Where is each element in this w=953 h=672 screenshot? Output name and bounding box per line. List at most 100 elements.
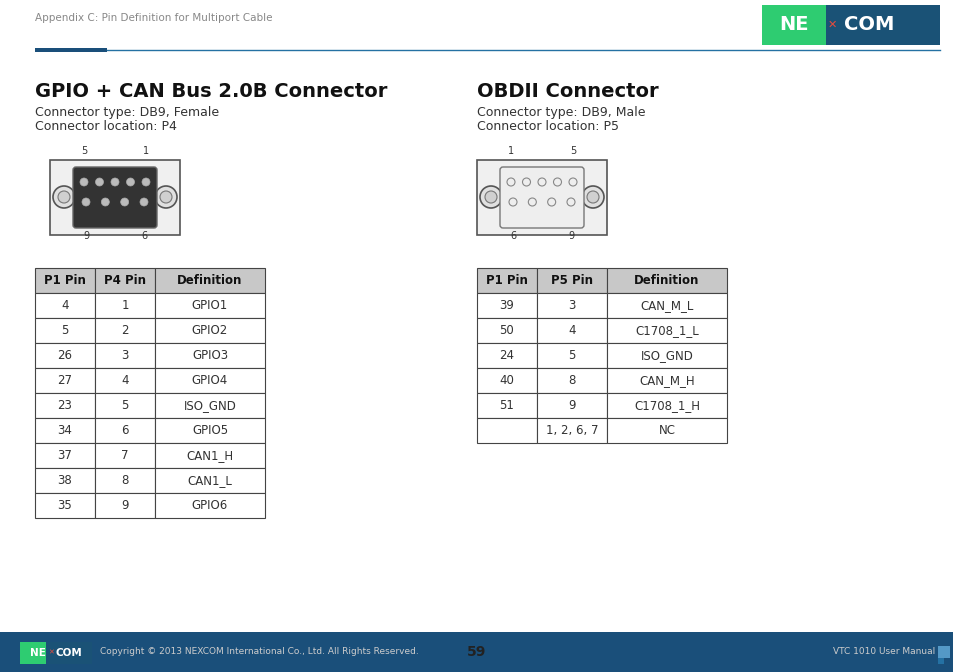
Bar [46,642,91,664]
Bar [35,493,95,518]
Circle shape [111,178,119,186]
Circle shape [95,178,103,186]
Text: 1: 1 [507,146,514,156]
Text: Connector type: DB9, Male: Connector type: DB9, Male [476,106,645,119]
Bar [537,343,606,368]
Bar [476,343,537,368]
Text: 5: 5 [568,349,575,362]
Text: 3: 3 [568,299,575,312]
Bar [95,443,154,468]
Bar [937,658,943,664]
Bar [606,393,726,418]
Bar [476,418,537,443]
Text: P4 Pin: P4 Pin [104,274,146,287]
Bar [825,5,939,45]
Circle shape [506,178,515,186]
Bar [154,418,265,443]
Text: Definition: Definition [634,274,699,287]
Text: 1: 1 [121,299,129,312]
Text: 34: 34 [57,424,72,437]
Circle shape [522,178,530,186]
Bar [95,418,154,443]
Text: 9: 9 [83,231,89,241]
Bar [154,443,265,468]
Text: 5: 5 [81,146,87,156]
Bar [35,368,95,393]
Circle shape [140,198,148,206]
Bar [95,393,154,418]
Text: Definition: Definition [177,274,242,287]
Text: VTC 1010 User Manual: VTC 1010 User Manual [832,648,934,657]
Bar [95,343,154,368]
Text: Connector location: P4: Connector location: P4 [35,120,176,133]
Text: 4: 4 [568,324,576,337]
Bar [154,468,265,493]
Bar [95,293,154,318]
Bar [476,368,537,393]
Text: C1708_1_L: C1708_1_L [635,324,699,337]
Text: 2: 2 [121,324,129,337]
Text: 4: 4 [121,374,129,387]
Circle shape [80,178,88,186]
Bar [50,160,180,235]
Circle shape [581,186,603,208]
Text: GPIO3: GPIO3 [192,349,228,362]
Text: 8: 8 [568,374,575,387]
Text: 26: 26 [57,349,72,362]
Text: P1 Pin: P1 Pin [44,274,86,287]
Bar [20,642,46,664]
Text: 37: 37 [57,449,72,462]
Bar [35,293,95,318]
Bar [0,632,953,672]
Bar [95,368,154,393]
Text: 1: 1 [143,146,149,156]
Circle shape [160,191,172,203]
Bar [761,5,825,45]
Circle shape [586,191,598,203]
Bar [476,268,537,293]
Circle shape [566,198,575,206]
Text: 6: 6 [141,231,147,241]
Text: GPIO4: GPIO4 [192,374,228,387]
Text: 27: 27 [57,374,72,387]
Text: 39: 39 [499,299,514,312]
Circle shape [479,186,501,208]
Text: C1708_1_H: C1708_1_H [634,399,700,412]
Circle shape [142,178,150,186]
Text: CAN_M_L: CAN_M_L [639,299,693,312]
Bar [537,368,606,393]
Text: Copyright © 2013 NEXCOM International Co., Ltd. All Rights Reserved.: Copyright © 2013 NEXCOM International Co… [100,648,418,657]
Text: Connector location: P5: Connector location: P5 [476,120,618,133]
Bar [154,268,265,293]
FancyBboxPatch shape [499,167,583,228]
Text: 50: 50 [499,324,514,337]
Circle shape [547,198,555,206]
Bar [35,343,95,368]
Text: CAN_M_H: CAN_M_H [639,374,694,387]
Bar [154,318,265,343]
Circle shape [82,198,90,206]
Bar [937,646,949,658]
Text: 3: 3 [121,349,129,362]
Bar [35,443,95,468]
Text: OBDII Connector: OBDII Connector [476,82,658,101]
Bar [154,293,265,318]
Circle shape [537,178,545,186]
Circle shape [101,198,110,206]
Text: 6: 6 [121,424,129,437]
Bar [606,268,726,293]
Text: GPIO + CAN Bus 2.0B Connector: GPIO + CAN Bus 2.0B Connector [35,82,387,101]
Text: 24: 24 [499,349,514,362]
Text: 5: 5 [61,324,69,337]
Text: 9: 9 [121,499,129,512]
Circle shape [528,198,536,206]
Bar [537,268,606,293]
FancyBboxPatch shape [73,167,157,228]
Text: 8: 8 [121,474,129,487]
Bar [95,493,154,518]
Circle shape [509,198,517,206]
Bar [537,318,606,343]
Text: 23: 23 [57,399,72,412]
Circle shape [568,178,577,186]
Bar [476,293,537,318]
